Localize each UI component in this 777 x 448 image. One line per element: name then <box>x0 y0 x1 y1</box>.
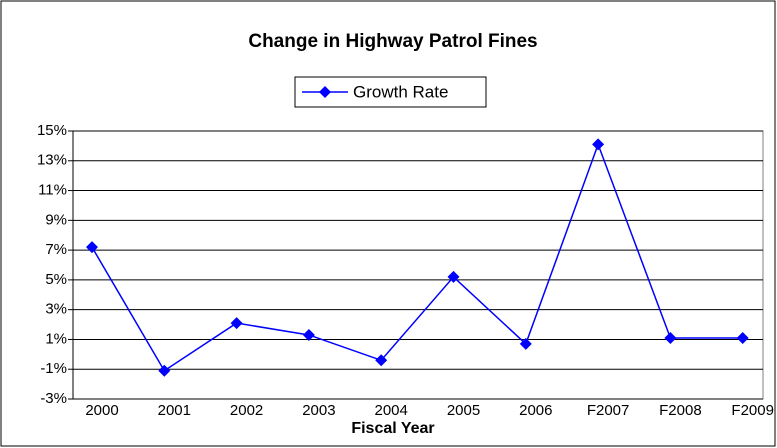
x-tick-label: 2005 <box>447 402 480 419</box>
x-tick-label: 2006 <box>519 402 552 419</box>
y-tick-label: 7% <box>45 241 67 258</box>
legend-label: Growth Rate <box>353 82 448 101</box>
y-tick-label: 1% <box>45 330 67 347</box>
chart-title: Change in Highway Patrol Fines <box>248 31 537 52</box>
y-tick-label: 11% <box>38 182 67 199</box>
plot-area <box>72 130 764 400</box>
y-tick-label: -3% <box>40 390 67 407</box>
x-tick-label: 2000 <box>85 402 118 419</box>
series-line <box>91 142 743 372</box>
x-axis-title: Fiscal Year <box>351 420 434 437</box>
x-tick-label: 2001 <box>158 402 191 419</box>
y-tick-label: 13% <box>37 152 67 169</box>
point-marker <box>736 331 749 344</box>
y-tick-label: 3% <box>45 301 67 318</box>
point-marker <box>447 270 460 283</box>
point-marker <box>86 241 98 254</box>
x-tick-label: 2002 <box>230 402 263 419</box>
x-tick-label: F2009 <box>731 402 774 419</box>
y-tick-label: 5% <box>45 271 67 288</box>
y-tick-label: -1% <box>40 360 67 377</box>
point-marker <box>158 364 171 377</box>
point-marker <box>375 354 388 367</box>
point-marker <box>302 328 315 341</box>
point-marker <box>592 138 605 151</box>
x-tick-label: F2007 <box>587 402 630 419</box>
point-marker <box>519 337 532 350</box>
legend-marker <box>319 86 331 98</box>
point-marker <box>230 317 243 330</box>
x-tick-label: 2004 <box>375 402 408 419</box>
y-tick-label: 9% <box>45 211 67 228</box>
y-tick-label: 15% <box>37 122 67 139</box>
point-marker <box>664 331 677 344</box>
x-tick-label: F2008 <box>659 402 702 419</box>
x-tick-label: 2003 <box>302 402 335 419</box>
